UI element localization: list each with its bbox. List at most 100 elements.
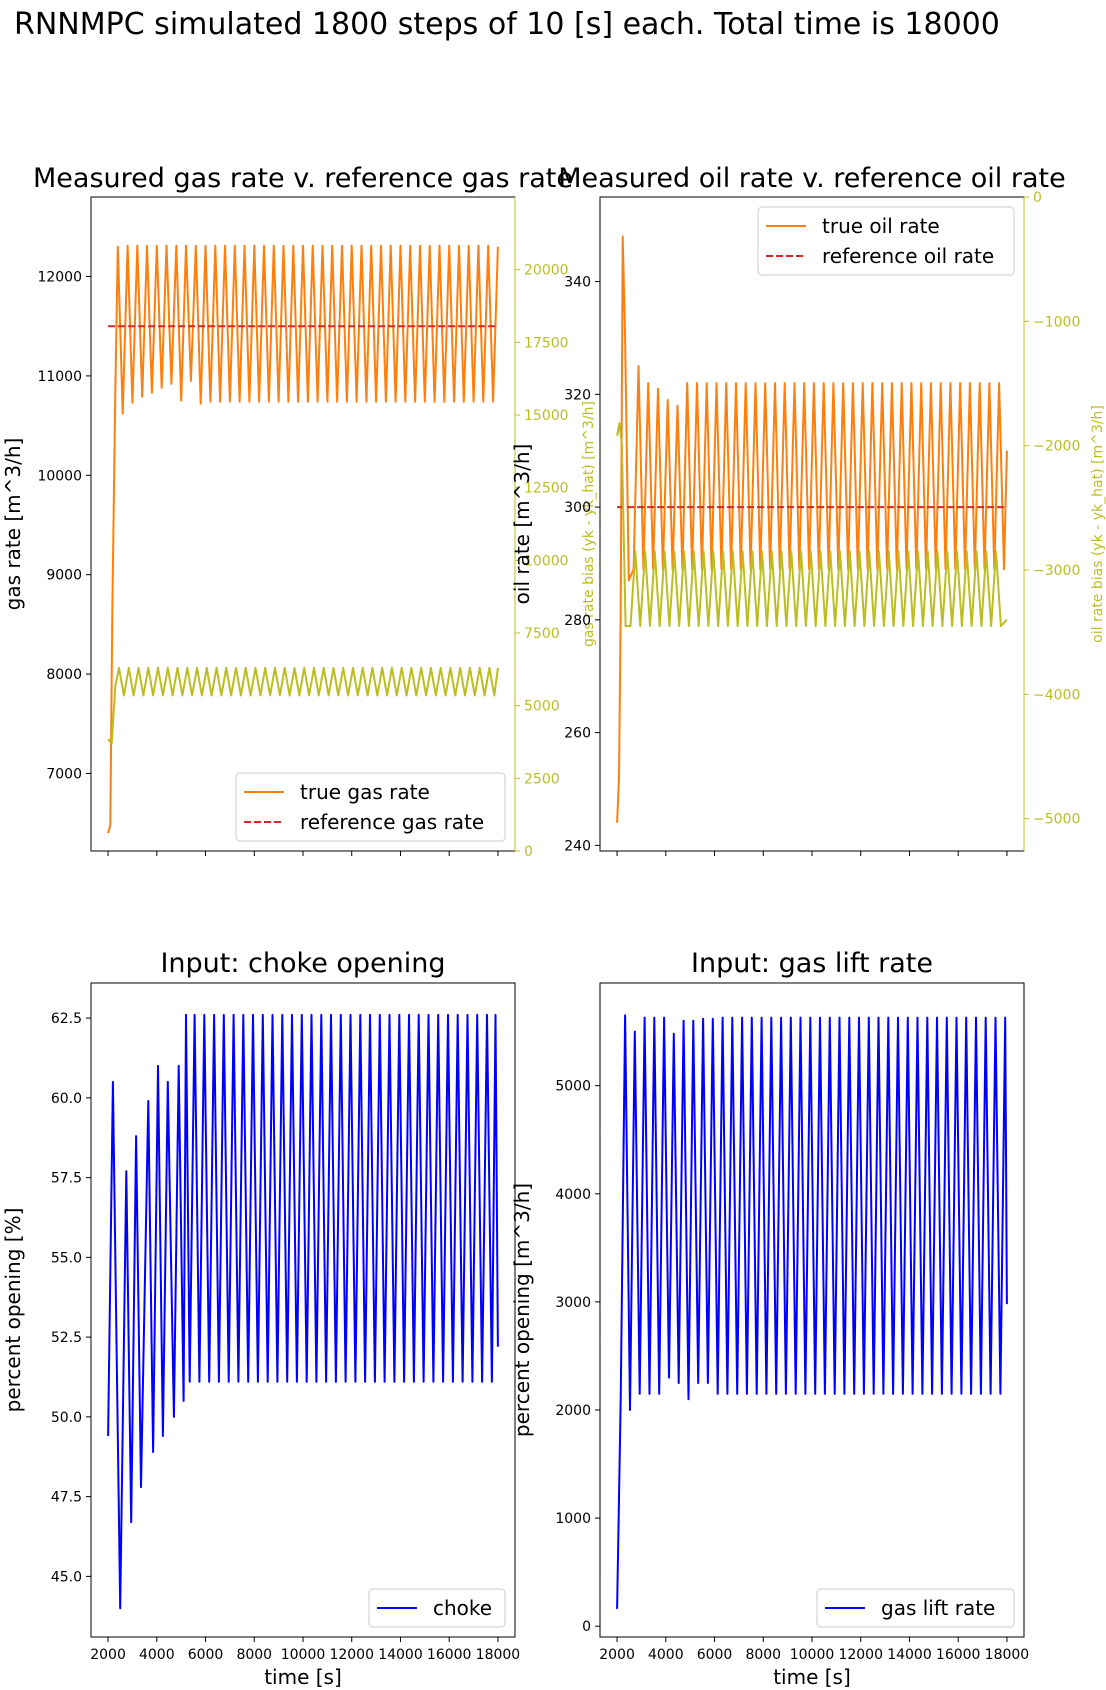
- y2-tick-label: 7500: [524, 626, 560, 642]
- x-tick-label: 6000: [697, 1647, 733, 1663]
- x-tick-label: 4000: [139, 1647, 175, 1663]
- y-tick-label: 340: [564, 275, 591, 291]
- x-tick-label: 12000: [838, 1647, 883, 1663]
- legend-label: reference gas rate: [300, 810, 484, 834]
- y-tick-label: 240: [564, 838, 591, 854]
- x-tick-label: 4000: [648, 1647, 684, 1663]
- legend-label: true oil rate: [822, 214, 940, 238]
- x-tick-label: 14000: [887, 1647, 932, 1663]
- y-tick-label: 7000: [46, 766, 82, 782]
- x-tick-label: 2000: [90, 1647, 126, 1663]
- y2-tick-label: 0: [524, 844, 533, 860]
- choke-line: [107, 1013, 499, 1610]
- x-tick-label: 16000: [427, 1647, 472, 1663]
- y-tick-label: 62.5: [51, 1011, 82, 1027]
- y-tick-label: 47.5: [51, 1490, 82, 1506]
- gas-lift-rate-line: [616, 1014, 1008, 1609]
- y-tick-label: 4000: [555, 1187, 591, 1203]
- true-gas-rate-line: [107, 244, 499, 834]
- y-tick-label: 8000: [46, 667, 82, 683]
- legend-frame: [235, 772, 506, 842]
- gaslift-y-axis-label: percent opening [m^3/h]: [510, 1183, 534, 1437]
- true-oil-rate-line: [616, 235, 1008, 823]
- x-tick-label: 8000: [236, 1647, 272, 1663]
- y-tick-label: 10000: [37, 468, 82, 484]
- y-tick-label: 50.0: [51, 1410, 82, 1426]
- y-tick-label: 60.0: [51, 1091, 82, 1107]
- y-tick-label: 45.0: [51, 1569, 82, 1585]
- y-tick-label: 260: [564, 726, 591, 742]
- y2-tick-label: −5000: [1033, 812, 1080, 828]
- y-tick-label: 2000: [555, 1403, 591, 1419]
- y2-tick-label: 17500: [524, 335, 569, 351]
- x-tick-label: 10000: [790, 1647, 835, 1663]
- choke-plot-area: [107, 1013, 499, 1610]
- y-tick-label: 320: [564, 387, 591, 403]
- x-tick-label: 18000: [476, 1647, 521, 1663]
- y2-tick-label: 0: [1033, 190, 1042, 206]
- y-tick-label: 1000: [555, 1511, 591, 1527]
- gas-plot-area: [107, 244, 499, 834]
- x-tick-label: 12000: [329, 1647, 374, 1663]
- y-tick-label: 57.5: [51, 1171, 82, 1187]
- oil-chart: 240 260 280 300 320 340 −5000 −4000 −3000 −2000 −1…: [510, 163, 1106, 856]
- gas-legend: true gas rate reference gas rate: [235, 772, 506, 842]
- legend-label: true gas rate: [300, 780, 430, 804]
- gas-chart-title: Measured gas rate v. reference gas rate: [33, 163, 573, 194]
- gaslift-legend: gas lift rate: [816, 1588, 1015, 1628]
- choke-y-axis-label: percent opening [%]: [1, 1208, 25, 1413]
- legend-label: gas lift rate: [881, 1596, 995, 1620]
- legend-label: choke: [433, 1596, 492, 1620]
- y2-tick-label: −1000: [1033, 314, 1080, 330]
- gaslift-plot-area: [616, 1014, 1008, 1609]
- oil-plot-area: [616, 235, 1008, 823]
- oil-y-axis-label: oil rate [m^3/h]: [510, 444, 534, 605]
- y-tick-label: 11000: [37, 369, 82, 385]
- legend-frame: [368, 1588, 506, 1628]
- x-tick-label: 2000: [599, 1647, 635, 1663]
- y-tick-label: 5000: [555, 1079, 591, 1095]
- y2-tick-label: 15000: [524, 408, 569, 424]
- y-tick-label: 3000: [555, 1295, 591, 1311]
- legend-frame: [816, 1588, 1015, 1628]
- y-tick-label: 0: [582, 1619, 591, 1635]
- y-tick-label: 280: [564, 613, 591, 629]
- y-tick-label: 9000: [46, 568, 82, 584]
- y2-tick-label: 5000: [524, 699, 560, 715]
- choke-chart: 2000 4000 6000 8000 10000 12000 14000 16000 1800…: [1, 948, 520, 1689]
- gas-y-axis-label: gas rate [m^3/h]: [1, 438, 25, 611]
- gas-y2-axis-label: gas rate bias (yk - yk_hat) [m^3/h]: [581, 401, 597, 647]
- y2-tick-label: 12500: [524, 481, 569, 497]
- y2-tick-label: −3000: [1033, 563, 1080, 579]
- x-tick-label: 10000: [281, 1647, 326, 1663]
- y2-tick-label: −2000: [1033, 439, 1080, 455]
- legend-label: reference oil rate: [822, 244, 994, 268]
- oil-legend: true oil rate reference oil rate: [757, 206, 1015, 276]
- choke-legend: choke: [368, 1588, 506, 1628]
- x-tick-label: 14000: [378, 1647, 423, 1663]
- figure-suptitle: RNNMPC simulated 1800 steps of 10 [s] ea…: [14, 7, 1000, 42]
- gaslift-x-axis-label: time [s]: [773, 1665, 851, 1689]
- gas-chart: 7000 8000 9000 10000 11000 12000 0 2500 5000 7500…: [1, 163, 597, 860]
- x-tick-label: 6000: [188, 1647, 224, 1663]
- legend-frame: [757, 206, 1015, 276]
- y-tick-label: 55.0: [51, 1250, 82, 1266]
- y2-tick-label: 20000: [524, 263, 569, 279]
- x-tick-label: 8000: [745, 1647, 781, 1663]
- gaslift-chart: 2000 4000 6000 8000 10000 12000 14000 16000 1800…: [510, 948, 1029, 1689]
- gaslift-chart-title: Input: gas lift rate: [691, 948, 933, 979]
- choke-chart-title: Input: choke opening: [160, 948, 445, 979]
- oil-rate-bias-line: [616, 422, 1008, 627]
- y-tick-label: 52.5: [51, 1330, 82, 1346]
- oil-y2-axis-label: oil rate bias (yk - yk_hat) [m^3/h]: [1090, 405, 1106, 643]
- y2-tick-label: 10000: [524, 553, 569, 569]
- y2-tick-label: −4000: [1033, 687, 1080, 703]
- y-tick-label: 12000: [37, 270, 82, 286]
- oil-chart-title: Measured oil rate v. reference oil rate: [558, 163, 1066, 194]
- y-tick-label: 300: [564, 500, 591, 516]
- x-tick-label: 16000: [936, 1647, 981, 1663]
- choke-x-axis-label: time [s]: [264, 1665, 342, 1689]
- gas-rate-bias-line: [107, 666, 499, 745]
- x-tick-label: 18000: [985, 1647, 1030, 1663]
